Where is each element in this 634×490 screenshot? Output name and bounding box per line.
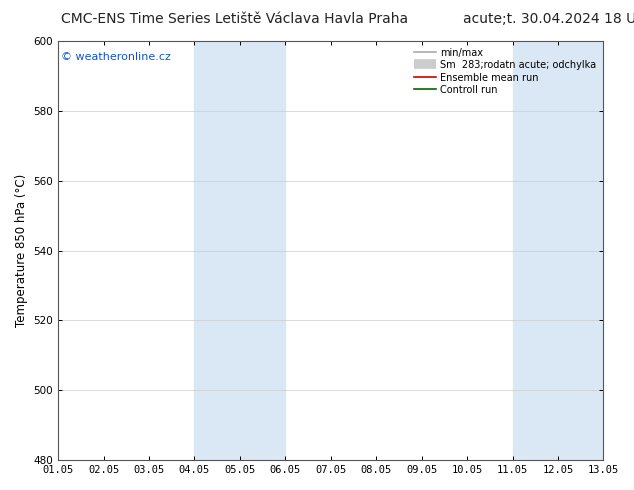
Text: © weatheronline.cz: © weatheronline.cz xyxy=(61,51,171,62)
Text: acute;t. 30.04.2024 18 UTC: acute;t. 30.04.2024 18 UTC xyxy=(463,12,634,26)
Text: CMC-ENS Time Series Letiště Václava Havla Praha: CMC-ENS Time Series Letiště Václava Havl… xyxy=(61,12,408,26)
Y-axis label: Temperature 850 hPa (°C): Temperature 850 hPa (°C) xyxy=(15,174,28,327)
Bar xyxy=(512,41,604,460)
Bar xyxy=(195,41,285,460)
Legend: min/max, Sm  283;rodatn acute; odchylka, Ensemble mean run, Controll run: min/max, Sm 283;rodatn acute; odchylka, … xyxy=(412,46,598,97)
